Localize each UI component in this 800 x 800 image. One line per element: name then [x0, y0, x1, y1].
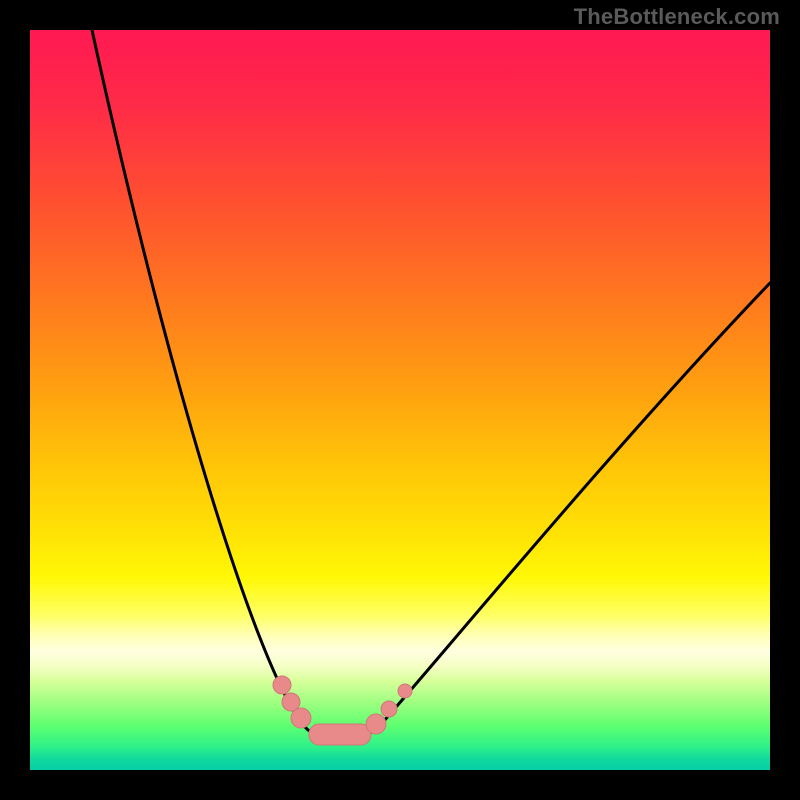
bottleneck-chart: [30, 30, 770, 770]
chart-frame: TheBottleneck.com: [0, 0, 800, 800]
watermark-text: TheBottleneck.com: [574, 4, 780, 30]
marker-dot: [291, 708, 311, 728]
marker-dot: [381, 701, 397, 717]
chart-background: [30, 30, 770, 770]
marker-dot: [398, 684, 412, 698]
plot-area: [30, 30, 770, 770]
marker-dot: [366, 714, 386, 734]
marker-pill: [309, 724, 371, 745]
marker-dot: [273, 676, 291, 694]
